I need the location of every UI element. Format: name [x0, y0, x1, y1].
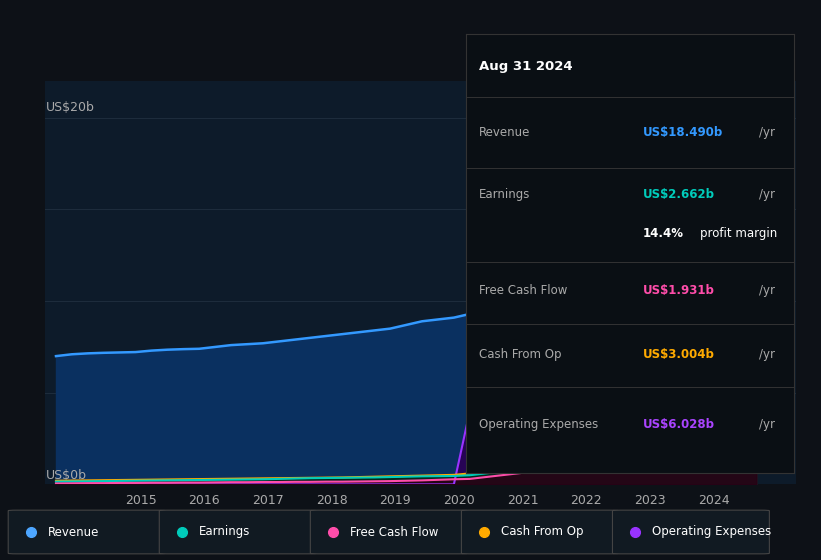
Text: profit margin: profit margin	[700, 227, 777, 240]
Text: US$6.028b: US$6.028b	[643, 418, 715, 431]
Text: Free Cash Flow: Free Cash Flow	[350, 525, 438, 539]
Text: /yr: /yr	[759, 126, 775, 139]
Text: Earnings: Earnings	[479, 188, 530, 200]
FancyBboxPatch shape	[310, 510, 467, 554]
Text: Free Cash Flow: Free Cash Flow	[479, 284, 567, 297]
Text: /yr: /yr	[759, 284, 775, 297]
FancyBboxPatch shape	[159, 510, 316, 554]
Text: /yr: /yr	[759, 348, 775, 361]
Text: US$3.004b: US$3.004b	[643, 348, 715, 361]
Text: US$1.931b: US$1.931b	[643, 284, 715, 297]
FancyBboxPatch shape	[8, 510, 165, 554]
Text: Operating Expenses: Operating Expenses	[479, 418, 598, 431]
Text: Revenue: Revenue	[48, 525, 99, 539]
Text: US$18.490b: US$18.490b	[643, 126, 723, 139]
Text: US$0b: US$0b	[46, 469, 87, 482]
Text: Revenue: Revenue	[479, 126, 530, 139]
Text: US$2.662b: US$2.662b	[643, 188, 715, 200]
Text: Cash From Op: Cash From Op	[501, 525, 583, 539]
Text: Aug 31 2024: Aug 31 2024	[479, 60, 572, 73]
Text: 14.4%: 14.4%	[643, 227, 684, 240]
Text: Cash From Op: Cash From Op	[479, 348, 561, 361]
Text: /yr: /yr	[759, 418, 775, 431]
Text: Operating Expenses: Operating Expenses	[652, 525, 771, 539]
Text: Earnings: Earnings	[199, 525, 250, 539]
FancyBboxPatch shape	[612, 510, 769, 554]
FancyBboxPatch shape	[461, 510, 618, 554]
Text: US$20b: US$20b	[46, 101, 94, 114]
Text: /yr: /yr	[759, 188, 775, 200]
